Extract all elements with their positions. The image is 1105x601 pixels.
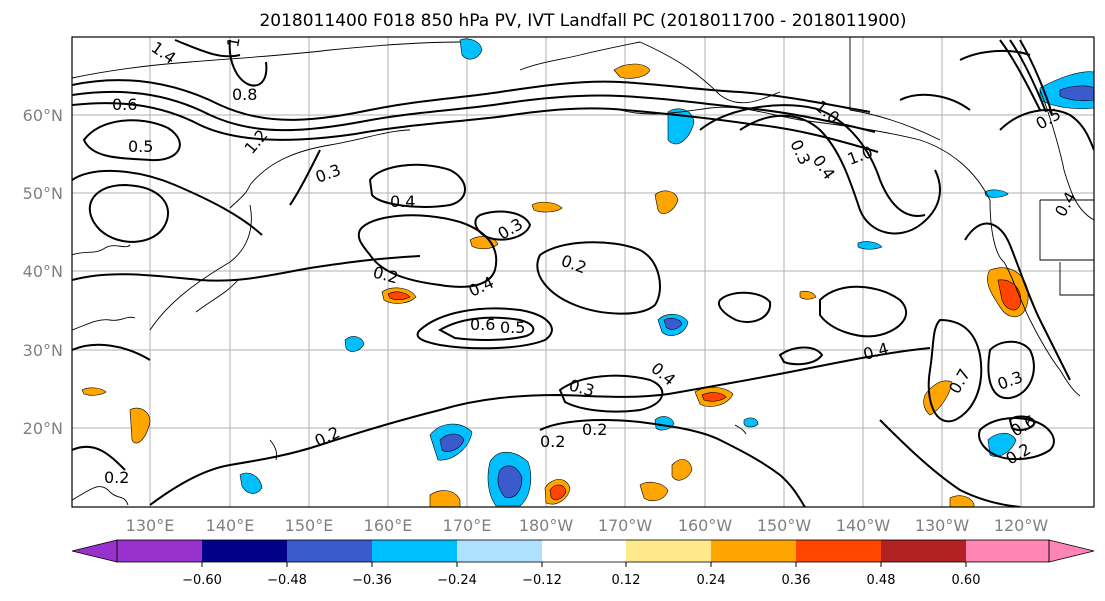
lat-label: 50°N [23,184,63,203]
contour-label: 0.8 [232,85,257,104]
lat-label: 30°N [23,341,63,360]
lon-label: 140°E [206,516,255,535]
colorbar-segment [796,540,881,562]
colorbar: −0.60 −0.48 −0.36 −0.24 −0.12 0.12 0.24 … [71,539,1095,588]
contour-label: 0.2 [104,468,129,487]
lon-label: 180°W [519,516,574,535]
longitude-labels: 130°E 140°E 150°E 160°E 170°E 180°W 170°… [126,516,1049,535]
colorbar-tick-label: 0.48 [867,573,896,588]
colorbar-tick-label: 0.36 [782,573,811,588]
coastlines [72,37,1094,506]
colorbar-tick-label: −0.36 [352,573,392,588]
contour-label: 0.5 [128,137,153,156]
lon-label: 170°E [443,516,492,535]
colorbar-tick-label: −0.24 [437,573,477,588]
ivt-shading [81,38,1094,507]
colorbar-tick-label: 0.24 [697,573,726,588]
gridlines [72,37,1094,507]
lon-label: 150°W [757,516,812,535]
lon-label: 160°W [678,516,733,535]
lon-label: 120°W [994,516,1049,535]
contour-label: 0.6 [470,315,495,334]
pv-contours [72,39,1094,507]
contour-label: 0.4 [390,192,415,211]
colorbar-frame [116,539,1050,563]
contour-label: 0.2 [582,420,607,439]
colorbar-segment [202,540,287,562]
map-title: 2018011400 F018 850 hPa PV, IVT Landfall… [259,11,906,31]
colorbar-segment [966,540,1049,562]
colorbar-max-arrow [1048,539,1095,563]
colorbar-segment [287,540,372,562]
lon-label: 130°W [915,516,970,535]
colorbar-segment [457,540,542,562]
lon-label: 140°W [836,516,891,535]
colorbar-segment [626,540,711,562]
colorbar-tick-label: −0.48 [267,573,307,588]
lat-label: 40°N [23,262,63,281]
contour-label: 0.2 [540,432,565,451]
contour-label: 1.0 [223,20,246,48]
colorbar-tick-label: 0.60 [952,573,981,588]
colorbar-tick-label: 0.12 [612,573,641,588]
colorbar-segment [542,540,626,562]
colorbar-tick-label: −0.60 [182,573,222,588]
lat-label: 60°N [23,106,63,125]
lon-label: 150°E [285,516,334,535]
colorbar-segment [881,540,966,562]
latitude-labels: 20°N 30°N 40°N 50°N 60°N [23,106,63,438]
colorbar-segment [372,540,457,562]
lat-label: 20°N [23,419,63,438]
contour-label: 0.5 [500,318,525,337]
contour-label: 0.6 [112,95,137,114]
map-frame [71,36,1095,508]
lon-label: 160°E [364,516,413,535]
colorbar-segment [117,540,202,562]
colorbar-tick-label: −0.12 [522,573,562,588]
colorbar-segment [711,540,796,562]
lon-label: 170°W [598,516,653,535]
lon-label: 130°E [126,516,175,535]
colorbar-min-arrow [71,539,118,563]
colorbar-ticks [201,562,967,567]
